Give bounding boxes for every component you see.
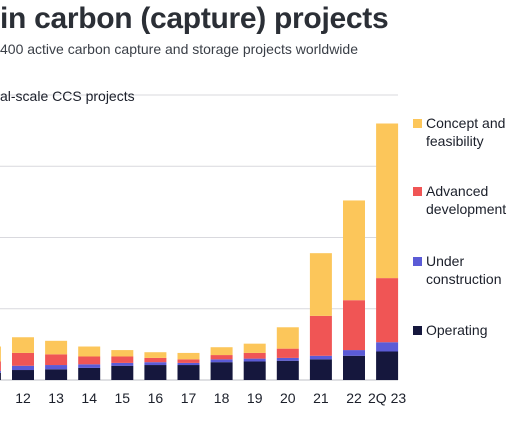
x-tick-label: 18: [214, 390, 230, 406]
bar-segment-operating: [45, 369, 68, 380]
chart-bars: [0, 123, 399, 380]
bar-segment-concept-and-feasibility: [12, 337, 34, 353]
x-tick-label: 14: [81, 390, 97, 406]
x-tick-label: 12: [15, 390, 31, 406]
legend-label: Advanced development: [426, 183, 506, 217]
legend-swatch: [413, 257, 422, 266]
x-tick-label: 15: [115, 390, 131, 406]
x-tick-label: 13: [48, 390, 64, 406]
bar-segment-advanced-development: [276, 348, 299, 358]
bar-segment-advanced-development: [376, 278, 399, 343]
bar-segment-concept-and-feasibility: [309, 253, 332, 316]
bar-segment-operating: [12, 370, 34, 380]
x-tick-label: 22: [346, 390, 362, 406]
x-tick-label: 16: [148, 390, 164, 406]
bar-segment-operating: [210, 362, 233, 380]
bar-segment-advanced-development: [144, 357, 167, 363]
bar-segment-advanced-development: [45, 354, 68, 366]
chart-legend[interactable]: Concept and feasibility Advanced developmen…: [413, 115, 506, 338]
legend-swatch: [413, 187, 422, 196]
chart-gridlines: [0, 94, 398, 381]
bar-segment-operating: [309, 359, 332, 380]
chart-subtitle: 400 active carbon capture and storage pr…: [0, 41, 358, 57]
bar-segment-concept-and-feasibility: [144, 352, 167, 358]
bar-segment-advanced-development: [309, 315, 332, 356]
bar-segment-under-construction: [343, 350, 365, 356]
bar-partial-concept-and-feasibility: [0, 346, 1, 362]
bar-segment-under-construction: [210, 359, 233, 363]
legend-item-advanced-development[interactable]: Advanced development: [413, 183, 506, 217]
bar-segment-advanced-development: [111, 356, 134, 363]
bar-segment-operating: [343, 355, 365, 380]
bar-partial-operating: [0, 372, 1, 380]
legend-swatch: [413, 119, 422, 128]
bar-segment-under-construction: [177, 362, 200, 366]
bar-segment-concept-and-feasibility: [210, 347, 233, 356]
legend-label: Under construction: [426, 253, 501, 287]
x-tick-label: 17: [181, 390, 197, 406]
bar-segment-under-construction: [144, 362, 167, 366]
bar-segment-operating: [78, 367, 101, 380]
bar-partial-advanced-development: [0, 361, 1, 371]
bar-segment-under-construction: [376, 342, 399, 352]
legend-item-concept-and-feasibility[interactable]: Concept and feasibility: [413, 115, 505, 149]
bar-segment-concept-and-feasibility: [177, 352, 200, 360]
bar-segment-concept-and-feasibility: [111, 350, 134, 357]
bar-segment-operating: [177, 365, 200, 380]
bar-segment-under-construction: [309, 355, 332, 360]
bar-segment-advanced-development: [177, 359, 200, 363]
legend-item-under-construction[interactable]: Under construction: [413, 253, 501, 287]
x-tick-label: 2Q 23: [368, 390, 406, 406]
bar-segment-advanced-development: [243, 352, 266, 359]
x-tick-label: 19: [247, 390, 263, 406]
bar-segment-concept-and-feasibility: [376, 123, 399, 279]
legend-label: Operating: [426, 322, 487, 338]
bar-segment-operating: [243, 361, 266, 380]
bar-segment-concept-and-feasibility: [243, 343, 266, 353]
bar-segment-concept-and-feasibility: [45, 340, 68, 355]
bar-partial-under-construction: [0, 370, 1, 373]
legend-swatch: [413, 326, 422, 335]
bar-segment-under-construction: [276, 357, 299, 361]
bar-segment-concept-and-feasibility: [78, 346, 101, 357]
bar-segment-under-construction: [243, 358, 266, 362]
bar-segment-advanced-development: [12, 352, 34, 366]
x-tick-label: 20: [280, 390, 296, 406]
bar-segment-operating: [276, 360, 299, 380]
x-tick-label: 21: [313, 390, 329, 406]
bar-segment-advanced-development: [210, 355, 233, 360]
bar-segment-under-construction: [111, 362, 134, 366]
x-axis-ticks: 12 13 14 15 16 17 18 19 20 21 22 2Q 23: [15, 390, 406, 406]
legend-label: Concept and feasibility: [426, 115, 505, 149]
bar-segment-advanced-development: [343, 300, 365, 351]
bar-segment-under-construction: [78, 364, 101, 368]
bar-segment-concept-and-feasibility: [276, 327, 299, 349]
bar-segment-operating: [144, 365, 167, 380]
bar-segment-under-construction: [45, 365, 68, 370]
legend-item-operating[interactable]: Operating: [413, 322, 487, 338]
y-axis-label: al-scale CCS projects: [0, 88, 135, 104]
bar-segment-under-construction: [12, 365, 34, 371]
bar-segment-operating: [111, 365, 134, 380]
bar-segment-operating: [376, 351, 399, 380]
bar-segment-advanced-development: [78, 356, 101, 365]
chart-title: in carbon (capture) projects: [0, 2, 389, 35]
bar-segment-concept-and-feasibility: [343, 200, 365, 301]
